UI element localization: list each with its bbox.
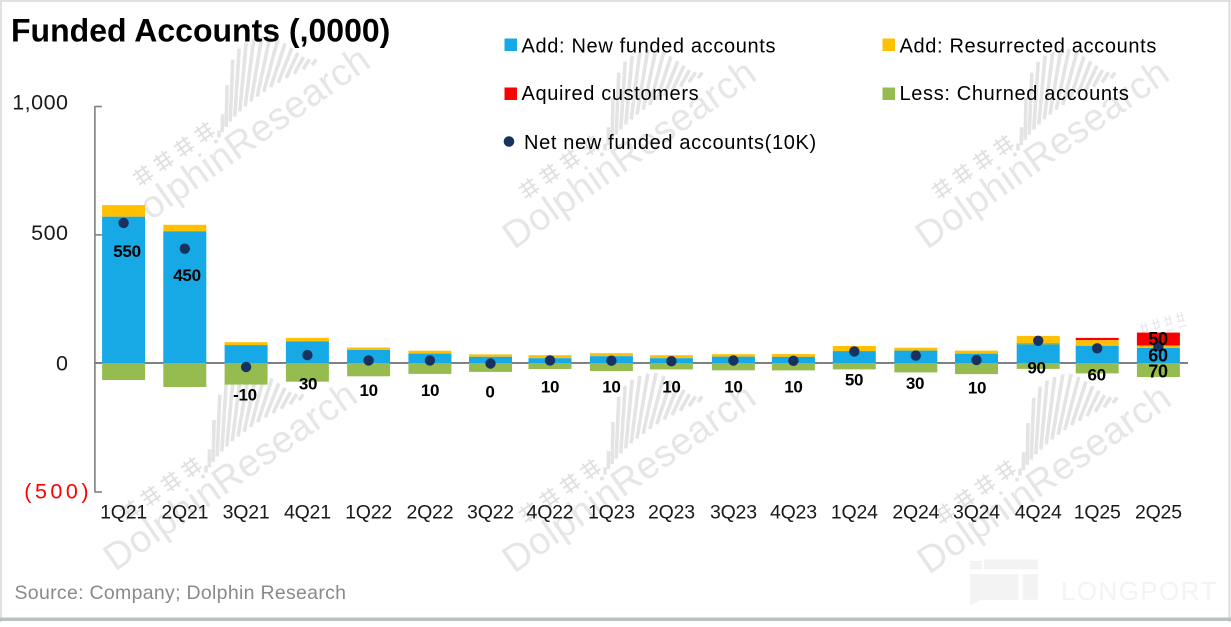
svg-text:Aquired customers: Aquired customers (522, 83, 700, 105)
svg-text:1Q24: 1Q24 (831, 502, 878, 524)
svg-text:10: 10 (724, 378, 742, 397)
svg-text:500: 500 (31, 221, 68, 245)
svg-text:30: 30 (906, 374, 924, 393)
svg-text:Net new funded accounts(10K): Net new funded accounts(10K) (524, 132, 817, 154)
svg-text:2Q23: 2Q23 (648, 502, 695, 524)
svg-text:1Q23: 1Q23 (588, 502, 635, 524)
svg-text:Source: Company; Dolphin Resea: Source: Company; Dolphin Research (15, 582, 347, 604)
svg-text:Add: Resurrected accounts: Add: Resurrected accounts (900, 35, 1158, 57)
svg-text:3Q22: 3Q22 (467, 502, 514, 524)
svg-text:4Q24: 4Q24 (1015, 502, 1062, 524)
svg-text:3Q23: 3Q23 (710, 502, 757, 524)
svg-text:70: 70 (1148, 362, 1168, 382)
svg-text:60: 60 (1087, 366, 1105, 385)
svg-text:Less: Churned accounts: Less: Churned accounts (900, 83, 1130, 105)
svg-text:10: 10 (784, 378, 802, 397)
svg-text:3Q21: 3Q21 (223, 502, 270, 524)
svg-text:10: 10 (968, 378, 986, 397)
svg-text:450: 450 (173, 266, 200, 285)
svg-text:4Q23: 4Q23 (770, 502, 817, 524)
svg-text:4Q21: 4Q21 (284, 502, 331, 524)
svg-text:(500): (500) (24, 480, 92, 504)
svg-text:10: 10 (602, 378, 620, 397)
svg-text:0: 0 (485, 383, 494, 402)
svg-text:10: 10 (421, 381, 439, 400)
svg-text:60: 60 (1148, 346, 1168, 366)
svg-text:Add: New funded accounts: Add: New funded accounts (522, 35, 777, 57)
svg-text:1Q25: 1Q25 (1074, 502, 1121, 524)
svg-text:10: 10 (541, 378, 559, 397)
svg-text:10: 10 (662, 378, 680, 397)
svg-text:-10: -10 (233, 386, 257, 405)
svg-text:1Q21: 1Q21 (100, 502, 147, 524)
svg-text:50: 50 (1148, 329, 1168, 349)
svg-text:1,000: 1,000 (12, 91, 68, 115)
svg-text:1Q22: 1Q22 (345, 502, 392, 524)
svg-text:2Q24: 2Q24 (892, 502, 939, 524)
svg-text:50: 50 (845, 371, 863, 390)
svg-text:LONGPORT: LONGPORT (1061, 576, 1218, 606)
svg-text:2Q22: 2Q22 (406, 502, 453, 524)
svg-text:4Q22: 4Q22 (527, 502, 574, 524)
svg-text:2Q21: 2Q21 (161, 502, 208, 524)
svg-text:Funded Accounts (,0000): Funded Accounts (,0000) (11, 13, 390, 49)
svg-text:30: 30 (299, 375, 317, 394)
svg-text:10: 10 (359, 381, 377, 400)
svg-text:550: 550 (113, 242, 140, 261)
svg-text:90: 90 (1027, 359, 1045, 378)
svg-text:3Q24: 3Q24 (953, 502, 1000, 524)
svg-text:2Q25: 2Q25 (1135, 502, 1182, 524)
svg-text:0: 0 (56, 351, 68, 375)
